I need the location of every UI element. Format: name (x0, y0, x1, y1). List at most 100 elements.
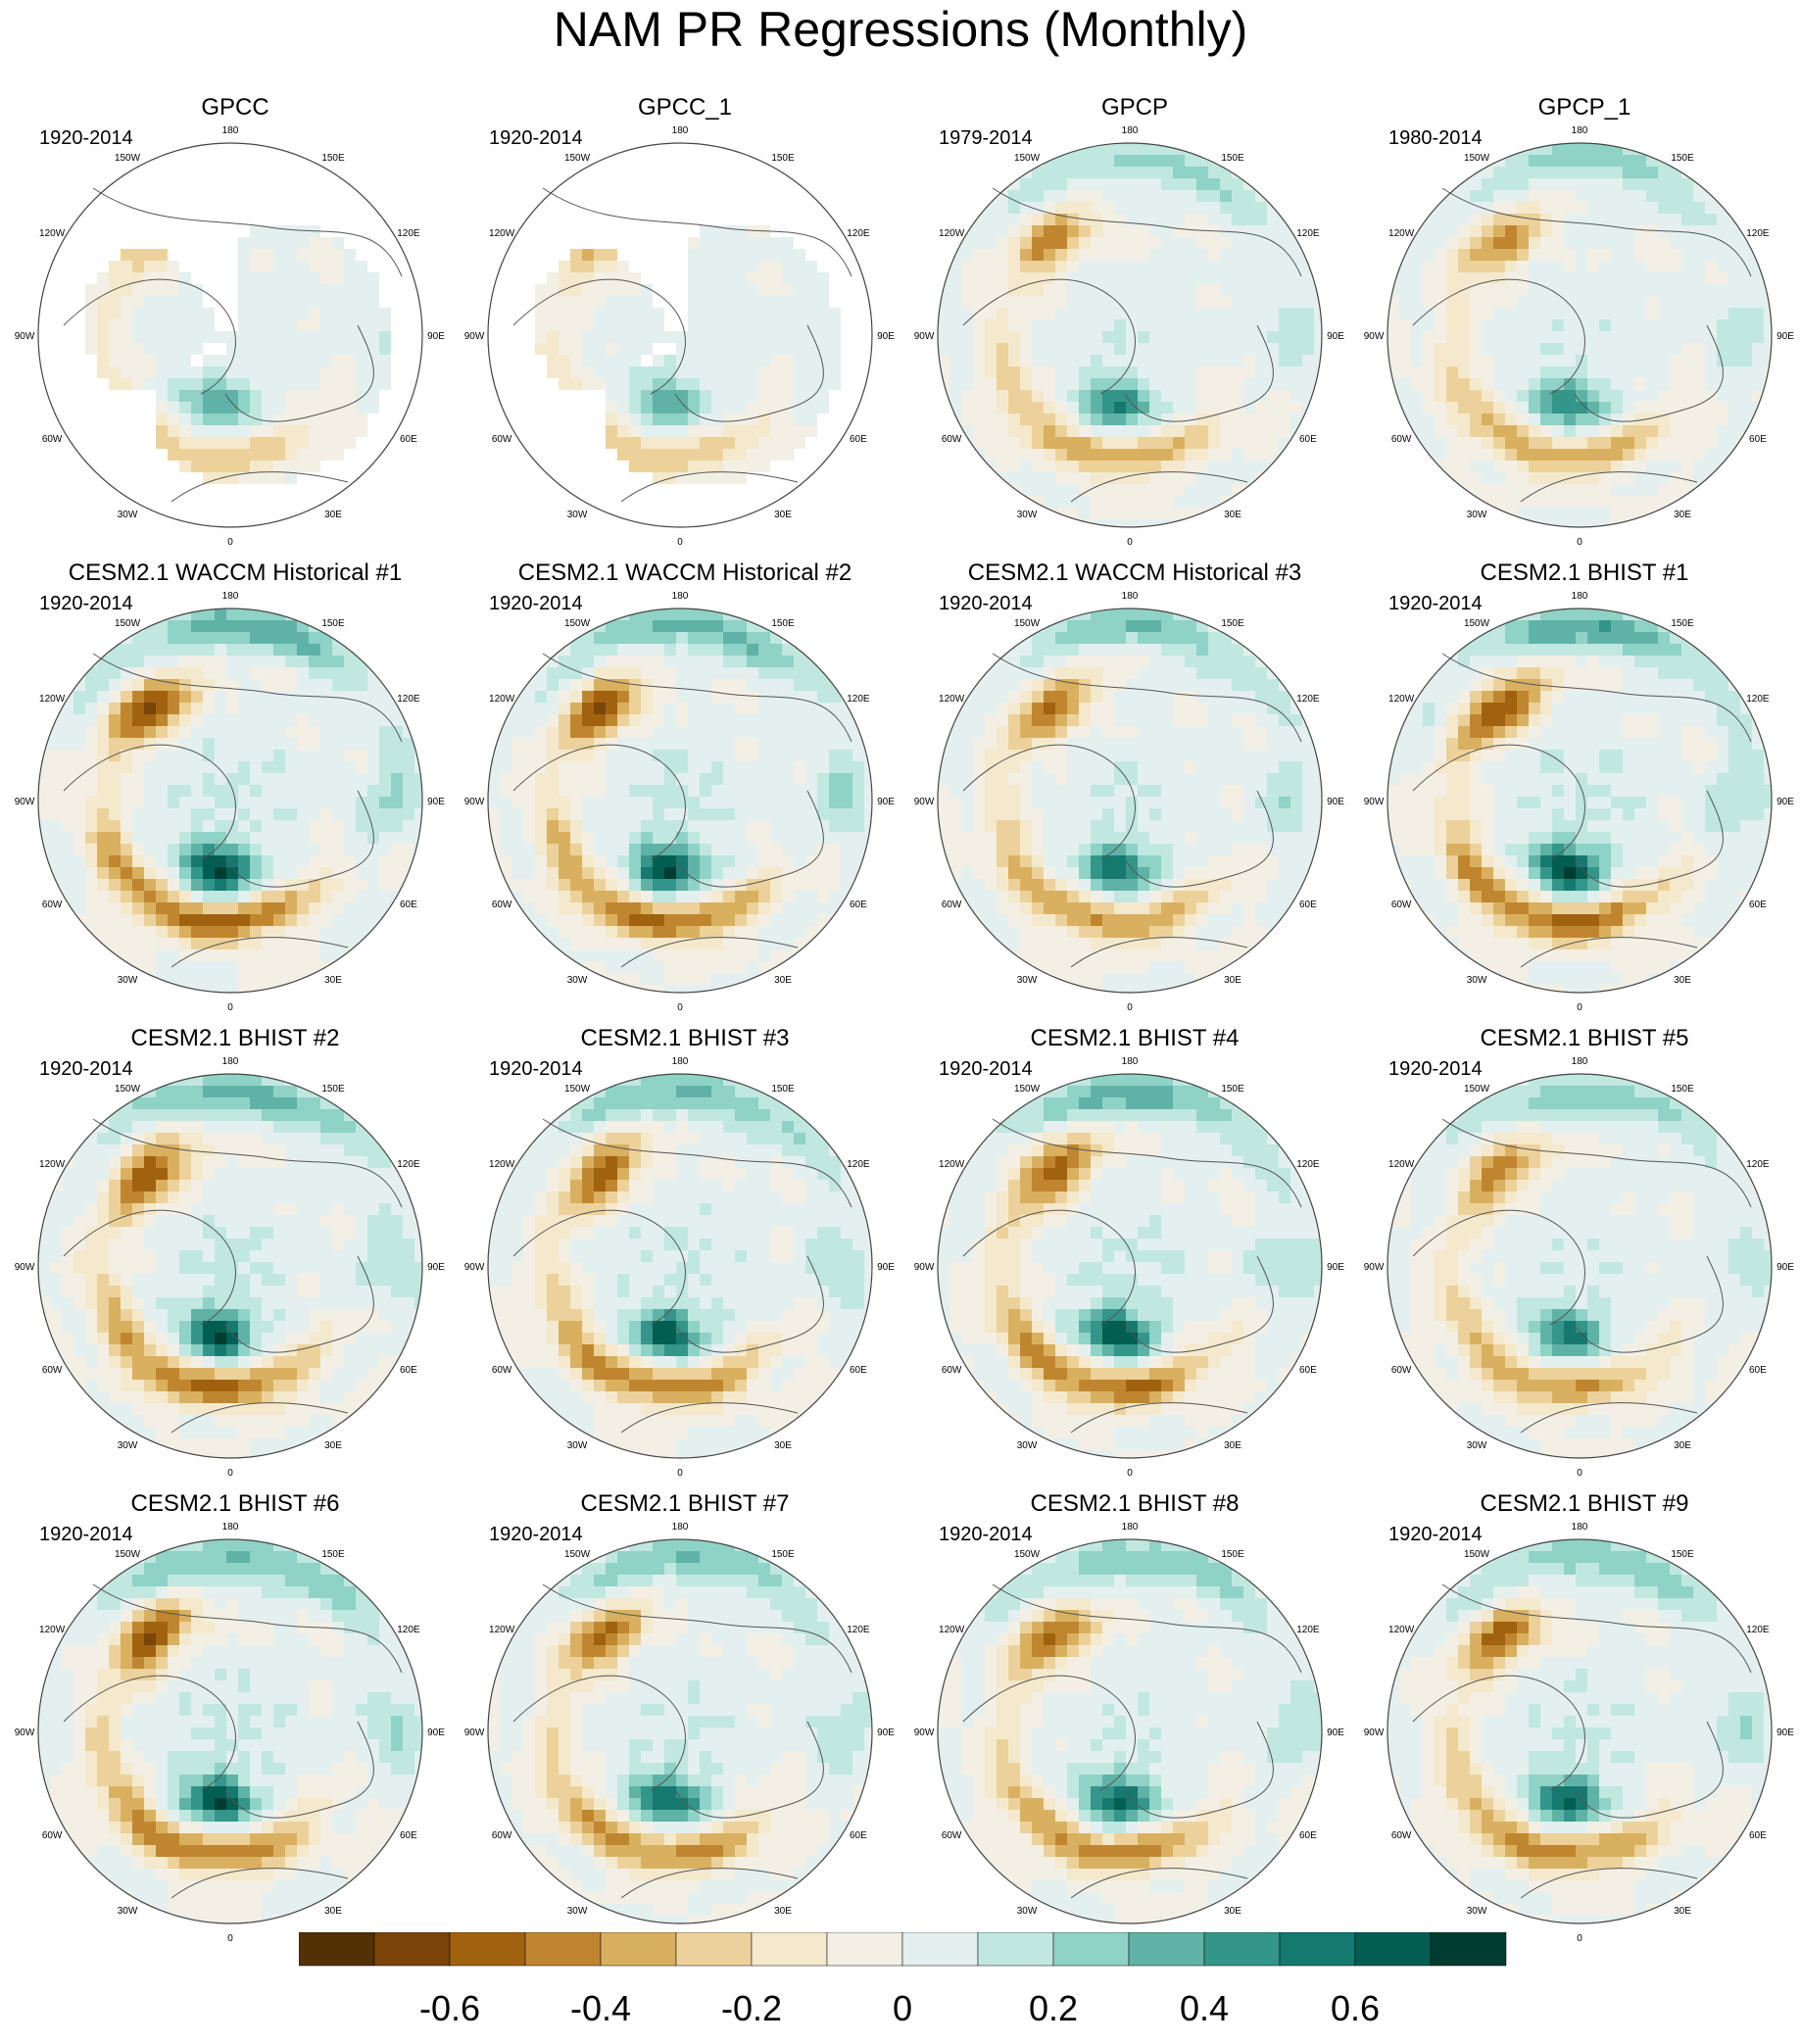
longitude-label: 0 (677, 537, 683, 548)
longitude-label: 150E (1671, 618, 1694, 629)
longitude-label: 120E (847, 228, 870, 239)
longitude-label: 120E (1296, 694, 1320, 705)
longitude-label: 150E (321, 153, 345, 164)
longitude-label: 0 (1127, 1002, 1133, 1013)
panel-title: CESM2.1 BHIST #8 (1030, 1490, 1240, 1517)
longitude-label: 120W (1388, 1625, 1415, 1635)
panel-period: 1980-2014 (1388, 127, 1483, 149)
longitude-label: 60W (942, 1830, 962, 1841)
coastlines (63, 653, 403, 968)
coastline (1124, 790, 1274, 888)
coastline (224, 790, 374, 888)
longitude-label: 90W (15, 1262, 35, 1273)
map-frame (37, 608, 423, 994)
colorbar-swatch (751, 1932, 828, 1967)
coastline (962, 744, 1136, 860)
colorbar-swatch (1279, 1932, 1356, 1967)
map-panel: 180150E120E90E60E30E030W60W90W120W150WCE… (464, 1489, 910, 1944)
colorbar-swatch (1354, 1932, 1432, 1967)
longitude-label: 60E (1749, 434, 1767, 445)
longitude-label: 30E (1224, 1906, 1241, 1917)
longitude-label: 60E (400, 434, 417, 445)
panel-period: 1920-2014 (939, 593, 1033, 614)
longitude-label: 150E (1671, 153, 1694, 164)
coastline (620, 471, 799, 503)
longitude-label: 60W (942, 434, 962, 445)
longitude-label: 90W (914, 1262, 935, 1273)
longitude-label: 90W (1364, 331, 1385, 342)
polar-map: 180 150E 120E 90E 60E 30E 0 30W 60W 90W 120W 150W (1364, 1056, 1795, 1479)
longitude-label: 60W (1391, 900, 1412, 910)
coastline (1412, 1209, 1585, 1326)
longitude-label: 90E (877, 1728, 895, 1738)
colorbar-swatch (1430, 1932, 1507, 1967)
precip-field (1387, 1074, 1772, 1458)
longitude-label: 150W (115, 1549, 141, 1560)
coastline (1441, 1583, 1752, 1674)
longitude-label: 150E (321, 1549, 345, 1560)
longitude-label: 180 (1572, 125, 1588, 136)
longitude-label: 30E (774, 510, 792, 520)
colorbar-swatch (901, 1932, 979, 1967)
longitude-label: 90E (427, 797, 445, 807)
longitude-label: 90W (464, 1728, 485, 1738)
longitude-label: 0 (227, 1468, 233, 1479)
longitude-label: 180 (672, 125, 689, 136)
longitude-label: 120E (397, 228, 420, 239)
colorbar-tick-label: -0.2 (721, 1988, 782, 2028)
coastlines (962, 653, 1302, 968)
coastline (674, 790, 824, 888)
map-frame (937, 608, 1323, 994)
coastline (1574, 1255, 1724, 1353)
longitude-label: 150W (564, 618, 591, 629)
longitude-label: 60E (400, 1830, 417, 1841)
longitude-label: 60E (1749, 1365, 1767, 1376)
longitude-label: 60E (1299, 1830, 1317, 1841)
coastline (962, 278, 1136, 395)
panel-period: 1920-2014 (489, 1058, 583, 1080)
coastline (1520, 1402, 1698, 1434)
coastline (674, 1721, 824, 1819)
longitude-label: 30E (324, 1906, 342, 1917)
longitude-label: 150W (1014, 618, 1041, 629)
longitude-label: 60E (850, 1365, 867, 1376)
coastline (1412, 744, 1585, 860)
colorbar-tick-label: 0.6 (1331, 1988, 1380, 2028)
map-panel: 180 150E 120E 90E 60E 30E 0 30W 60W 90W 120W 150W GP… (15, 93, 461, 548)
panel-period: 1920-2014 (39, 127, 133, 149)
longitude-label: 60W (1391, 1365, 1412, 1376)
coastline (1441, 187, 1752, 277)
longitude-label: 30E (1224, 510, 1241, 520)
longitude-label: 120W (489, 1159, 515, 1170)
panel-title: CESM2.1 BHIST #9 (1480, 1490, 1689, 1517)
panel-title: CESM2.1 BHIST #3 (580, 1025, 790, 1051)
longitude-label: 30W (567, 510, 588, 520)
coastline (542, 1118, 852, 1208)
panel-title: CESM2.1 BHIST #7 (580, 1490, 790, 1517)
longitude-label: 180 (672, 1522, 689, 1533)
coastlines (63, 1583, 403, 1899)
panel-title: GPCP_1 (1537, 94, 1631, 121)
longitude-label: 150E (1671, 1549, 1694, 1560)
panel-period: 1920-2014 (489, 1524, 583, 1545)
longitude-label: 30E (324, 1440, 342, 1451)
precip-field (488, 608, 872, 993)
longitude-label: 150W (564, 1549, 591, 1560)
longitude-label: 30E (324, 510, 342, 520)
coastline (1070, 937, 1248, 968)
longitude-label: 120E (1296, 1625, 1320, 1635)
longitude-label: 90E (877, 331, 895, 342)
longitude-label: 120W (1388, 694, 1415, 705)
longitude-label: 30W (567, 1440, 588, 1451)
longitude-label: 90E (427, 1262, 445, 1273)
coastline (1574, 790, 1724, 888)
longitude-label: 30W (1467, 1440, 1487, 1451)
longitude-label: 90W (914, 1728, 935, 1738)
longitude-label: 30W (118, 1440, 138, 1451)
polar-map: 180 150E 120E 90E 60E 30E 0 30W 60W 90W 120W 150W (1364, 1522, 1795, 1944)
polar-map: 180 150E 120E 90E 60E 30E 0 30W 60W 90W 120W 150W (15, 125, 446, 548)
coastline (1070, 471, 1248, 503)
colorbar-tick-label: -0.6 (419, 1988, 480, 2028)
